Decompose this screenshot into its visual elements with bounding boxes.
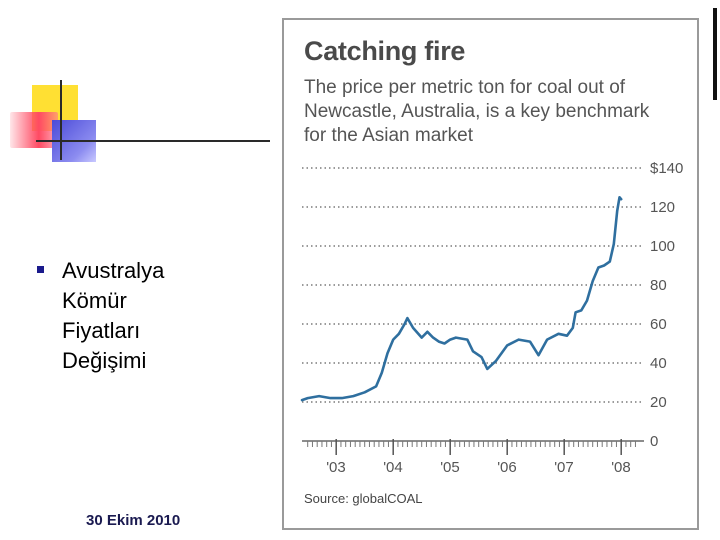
bullet-line: Avustralya [62,258,165,283]
y-tick-label: 120 [650,199,675,216]
decor-right-bar [713,8,717,100]
y-tick-label: 60 [650,316,667,333]
x-tick-label: '08 [611,459,631,476]
y-tick-label: 100 [650,238,675,255]
x-tick-label: '06 [497,459,517,476]
y-tick-label: $140 [650,160,683,177]
y-tick-label: 40 [650,355,667,372]
x-tick-label: '07 [554,459,574,476]
x-tick-label: '04 [383,459,403,476]
x-tick-label: '05 [440,459,460,476]
chart-subtitle-line: The price per metric ton for coal out of [304,77,626,98]
chart-subtitle-line: Newcastle, Australia, is a key benchmark [304,101,650,122]
bullet-line: Değişimi [62,348,147,373]
bullet-line: Fiyatları [62,318,141,343]
decor-horizontal-line [36,140,270,142]
chart-source: Source: globalCOAL [304,491,423,506]
y-tick-label: 80 [650,277,667,294]
decor-red-square [10,112,58,148]
bullet-text: Avustralya Kömür Fiyatları Değişimi [62,256,262,376]
chart-title: Catching fire [304,36,466,66]
decor-vertical-line [60,80,62,160]
x-tick-label: '03 [326,459,346,476]
chart-subtitle-line: for the Asian market [304,125,473,146]
chart-plot: $140 120 100 80 60 40 20 0 '03 '04 '05 '06 '07 '08 [300,160,683,476]
bullet-square-icon [37,266,44,273]
chart-card: Catching fire The price per metric ton f… [282,18,699,530]
y-tick-label: 20 [650,394,667,411]
bullet-line: Kömür [62,288,127,313]
footer-date: 30 Ekim 2010 [86,512,181,529]
series-line-coal-price [300,196,623,402]
chart-subtitle: The price per metric ton for coal out of… [304,76,694,148]
y-tick-label: 0 [650,433,658,450]
